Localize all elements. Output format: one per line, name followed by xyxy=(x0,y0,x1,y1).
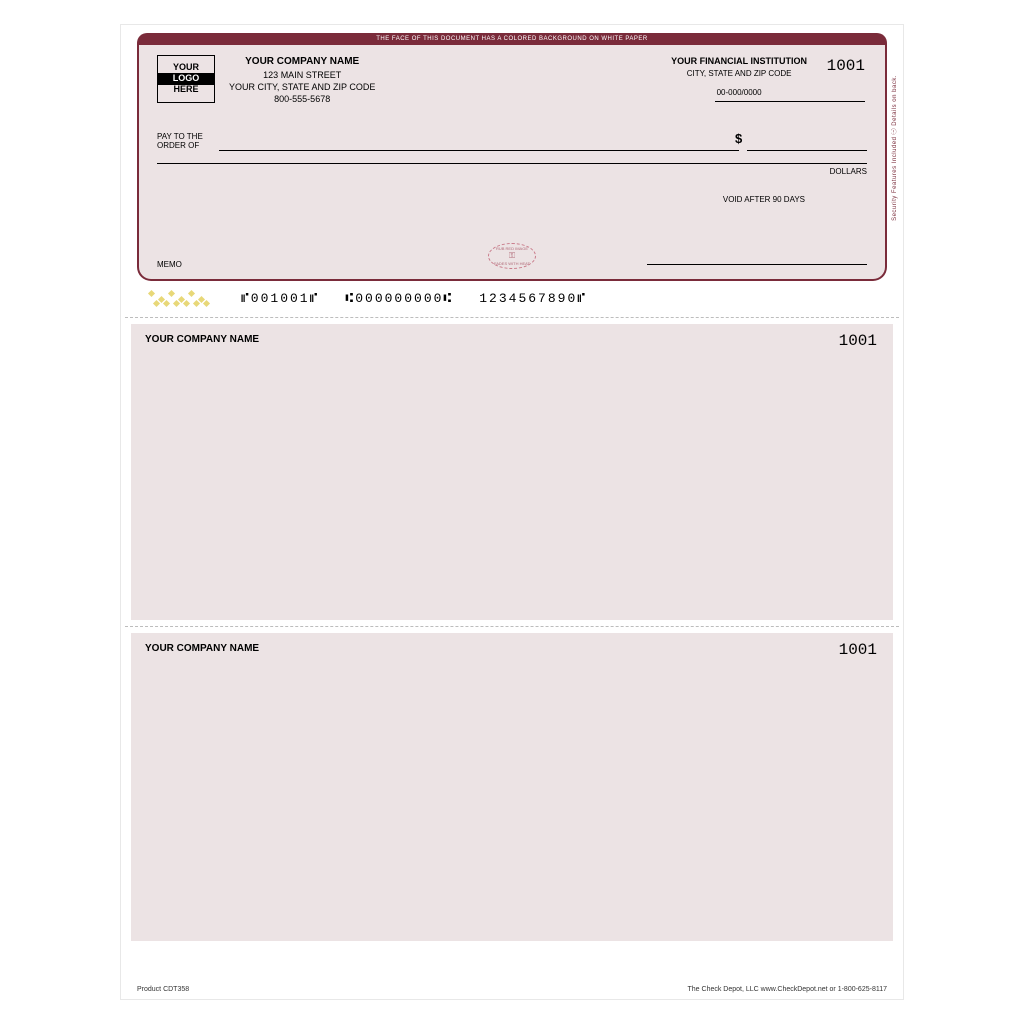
perforation-2 xyxy=(125,626,899,627)
logo-line1: YOUR xyxy=(158,63,214,73)
check-header: YOUR LOGO HERE YOUR COMPANY NAME 123 MAI… xyxy=(157,55,867,119)
heat-seal-bottom: FADES WITH HEAT xyxy=(489,261,535,266)
bank-fraction: 00-000/0000 xyxy=(671,87,807,98)
signature-line xyxy=(647,264,867,265)
payto-label-2: ORDER OF xyxy=(157,142,219,151)
date-line xyxy=(715,101,865,102)
payto-label: PAY TO THE ORDER OF xyxy=(157,133,219,151)
bank-block: YOUR FINANCIAL INSTITUTION CITY, STATE A… xyxy=(671,55,807,98)
micr-check: ⑈001001⑈ xyxy=(241,291,319,306)
payto-row: PAY TO THE ORDER OF xyxy=(157,131,867,151)
hologram-dots-icon xyxy=(145,289,215,307)
memo-label: MEMO xyxy=(157,260,182,269)
footer-row: Product CDT358 The Check Depot, LLC www.… xyxy=(137,986,887,993)
bank-addr: CITY, STATE AND ZIP CODE xyxy=(671,68,807,79)
dollars-label: DOLLARS xyxy=(830,167,867,176)
product-code: Product CDT358 xyxy=(137,986,189,993)
stub-panel-2: YOUR COMPANY NAME 1001 xyxy=(131,633,893,941)
perforation-1 xyxy=(125,317,899,318)
logo-line3: HERE xyxy=(158,85,214,95)
check-panel: THE FACE OF THIS DOCUMENT HAS A COLORED … xyxy=(121,25,903,317)
micr-row: ⑈001001⑈ ⑆000000000⑆ 1234567890⑈ xyxy=(137,287,887,309)
company-block: YOUR COMPANY NAME 123 MAIN STREET YOUR C… xyxy=(229,55,375,105)
written-amount-line xyxy=(157,163,867,164)
company-phone: 800-555-5678 xyxy=(229,93,375,105)
check-body: YOUR LOGO HERE YOUR COMPANY NAME 123 MAI… xyxy=(137,45,887,281)
micr-account: 1234567890⑈ xyxy=(479,291,587,306)
payee-line xyxy=(219,137,739,151)
side-security-text: Security Features Included ⓘ Details on … xyxy=(890,75,899,221)
stub1-number: 1001 xyxy=(839,332,877,350)
stub-panel-1: YOUR COMPANY NAME 1001 xyxy=(131,324,893,620)
company-name: YOUR COMPANY NAME xyxy=(229,55,375,69)
check-number: 1001 xyxy=(827,57,865,75)
amount-box xyxy=(747,131,867,151)
company-addr1: 123 MAIN STREET xyxy=(229,69,375,81)
stub2-number: 1001 xyxy=(839,641,877,659)
stub2-company: YOUR COMPANY NAME xyxy=(145,643,259,654)
stub1-company: YOUR COMPANY NAME xyxy=(145,334,259,345)
vendor-info: The Check Depot, LLC www.CheckDepot.net … xyxy=(688,986,887,993)
security-bar: THE FACE OF THIS DOCUMENT HAS A COLORED … xyxy=(137,33,887,45)
heat-seal-icon: RUB RED IMAGE ⚿ FADES WITH HEAT xyxy=(488,243,536,269)
micr-routing: ⑆000000000⑆ xyxy=(345,291,453,306)
bank-name: YOUR FINANCIAL INSTITUTION xyxy=(671,55,807,68)
logo-placeholder: YOUR LOGO HERE xyxy=(157,55,215,103)
company-addr2: YOUR CITY, STATE AND ZIP CODE xyxy=(229,81,375,93)
check-sheet: THE FACE OF THIS DOCUMENT HAS A COLORED … xyxy=(120,24,904,1000)
void-after-text: VOID AFTER 90 DAYS xyxy=(723,195,805,204)
